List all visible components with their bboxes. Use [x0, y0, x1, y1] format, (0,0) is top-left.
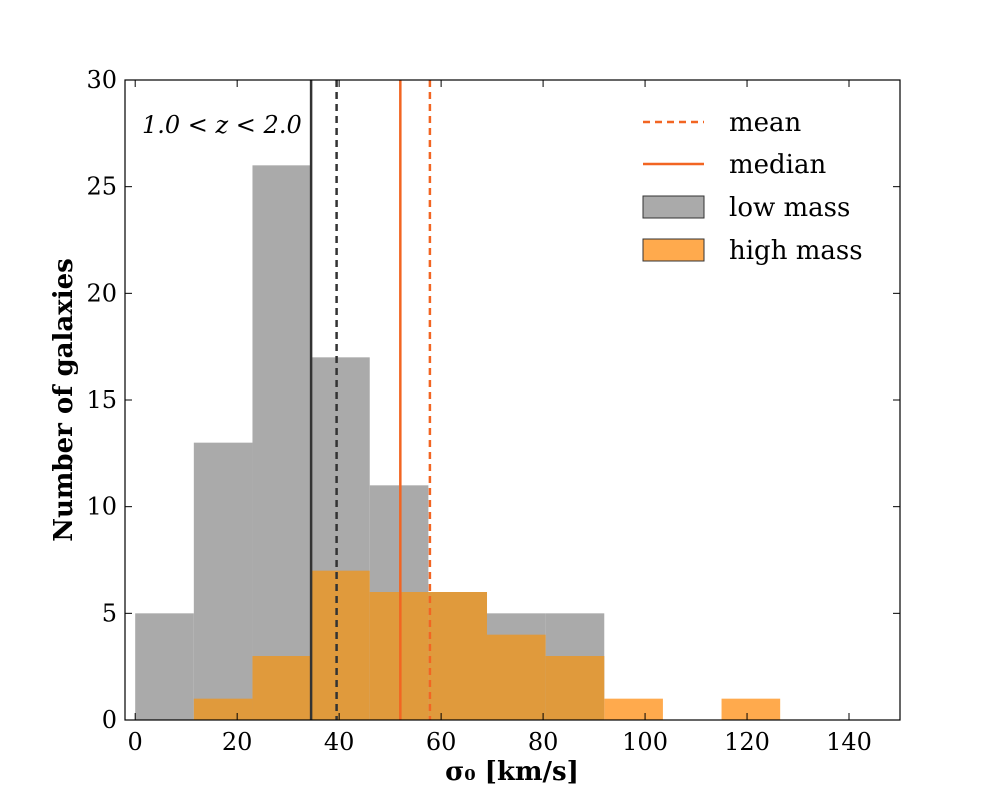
- x-tick-label: 40: [324, 728, 355, 756]
- legend-label-high-mass: high mass: [729, 236, 863, 266]
- y-tick-label: 15: [86, 386, 117, 414]
- x-axis-title: σ₀ [km/s]: [445, 757, 579, 787]
- legend-label-median: median: [729, 150, 827, 180]
- x-tick-label: 140: [826, 728, 872, 756]
- x-tick-label: 100: [622, 728, 668, 756]
- high-mass-bar: [487, 634, 546, 720]
- x-tick-label: 20: [222, 728, 253, 756]
- high-mass-bar: [545, 656, 605, 720]
- legend-swatch-low-mass: [642, 195, 705, 219]
- low-mass-bar: [135, 613, 194, 720]
- y-tick-label: 5: [102, 599, 117, 627]
- low-mass-bar: [193, 442, 253, 720]
- x-tick-label: 120: [724, 728, 770, 756]
- x-tick-label: 0: [128, 728, 143, 756]
- x-tick-label: 80: [528, 728, 559, 756]
- high-mass-bar: [428, 592, 488, 720]
- high-mass-bar: [604, 698, 663, 720]
- y-tick-label: 20: [86, 279, 117, 307]
- high-mass-bar: [311, 570, 370, 720]
- y-tick-label: 25: [86, 173, 117, 201]
- legend-swatch-high-mass: [642, 238, 705, 262]
- y-axis-title: Number of galaxies: [49, 258, 79, 542]
- legend-label-mean: mean: [729, 108, 802, 138]
- tick-labels: 0 20 40 60 80 100 120 140 0 5 10 15 20 25 30: [86, 66, 871, 756]
- axis-ticks: [125, 79, 900, 721]
- low-mass-bar: [252, 165, 312, 721]
- y-tick-label: 10: [86, 493, 117, 521]
- high-mass-bar: [252, 656, 312, 720]
- legend-label-low-mass: low mass: [729, 193, 850, 223]
- y-tick-label: 30: [86, 66, 117, 94]
- high-mass-bar: [369, 592, 429, 720]
- redshift-annotation: 1.0 < z < 2.0: [142, 111, 302, 139]
- high-mass-bar: [721, 698, 781, 720]
- high-mass-bars: [193, 570, 781, 720]
- statistic-lines: [309, 80, 432, 720]
- legend: mean median low mass high mass: [642, 108, 863, 266]
- x-tick-label: 60: [426, 728, 457, 756]
- y-tick-label: 0: [102, 706, 117, 734]
- high-mass-bar: [193, 698, 253, 720]
